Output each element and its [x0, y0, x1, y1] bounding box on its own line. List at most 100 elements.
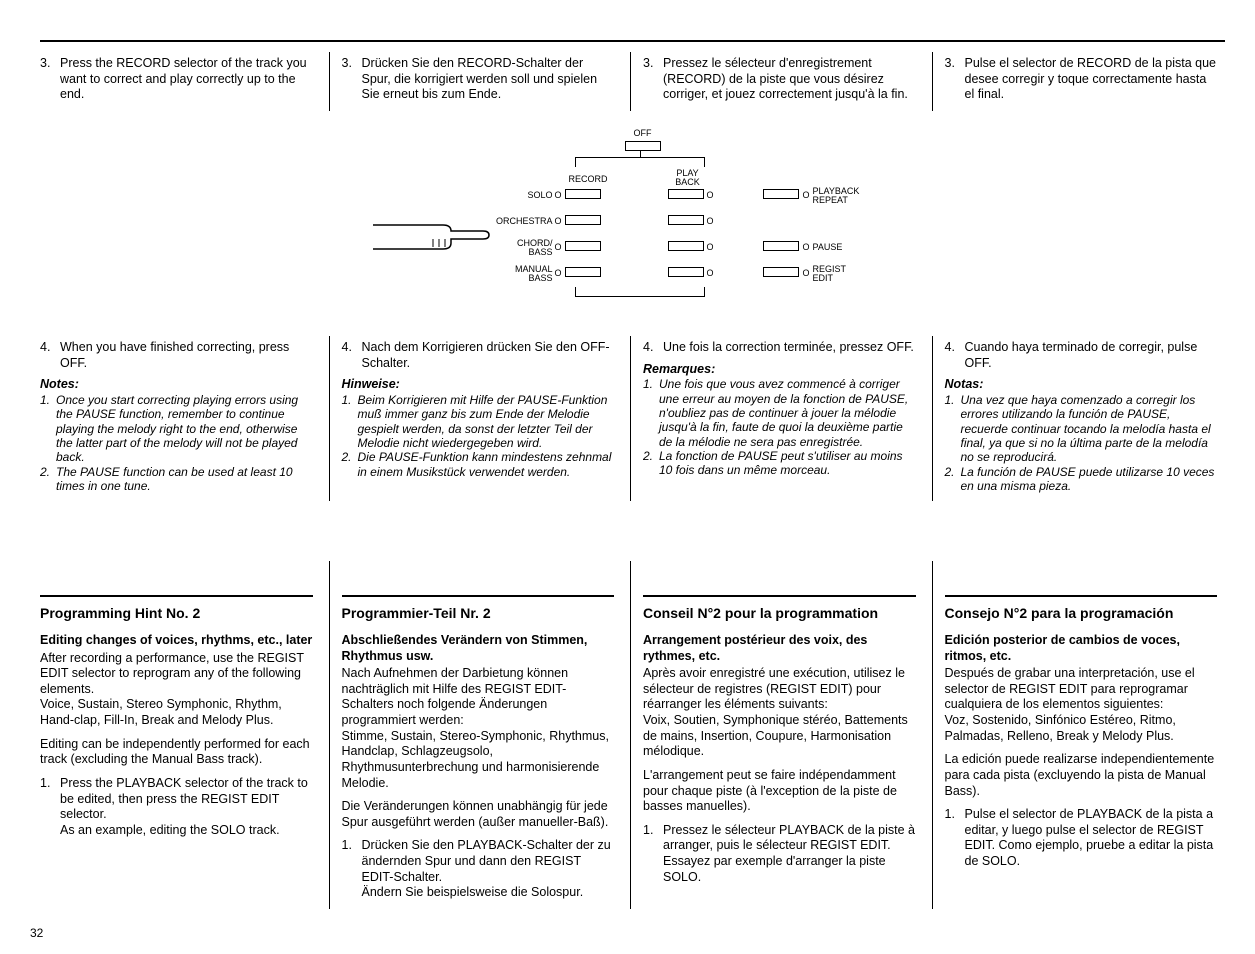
- led-dot: O: [555, 217, 562, 226]
- note-num: 2.: [945, 465, 957, 494]
- led-dot: O: [707, 243, 714, 252]
- row-label: SOLO: [503, 191, 553, 200]
- step-text: Pressez le sélecteur d'enregistrement (R…: [663, 56, 916, 103]
- step-num: 3.: [643, 56, 657, 103]
- note-num: 2.: [40, 465, 52, 494]
- hint-subtitle: Arrangement postérieur des voix, des ryt…: [643, 633, 916, 664]
- step-num: 1.: [40, 776, 54, 839]
- hint-para: Después de grabar una interpretación, us…: [945, 666, 1218, 744]
- playback-button: [668, 241, 704, 251]
- panel-diagram: OFF RECORD PLAY BACK SOLO O O ORCHESTRA …: [373, 129, 893, 314]
- led-dot: O: [707, 191, 714, 200]
- step-num: 1.: [342, 838, 356, 901]
- led-dot: O: [803, 243, 810, 252]
- playback-button: [668, 267, 704, 277]
- step-num: 3.: [40, 56, 54, 103]
- col-de: 3.Drücken Sie den RECORD-Schalter der Sp…: [329, 52, 623, 111]
- step-num: 4.: [643, 340, 657, 356]
- pointing-finger-icon: [373, 217, 491, 251]
- led-dot: O: [555, 269, 562, 278]
- record-button: [565, 241, 601, 251]
- step-num: 4.: [40, 340, 54, 371]
- step-num: 1.: [945, 807, 959, 870]
- step-num: 1.: [643, 823, 657, 886]
- hint-title: Programmier-Teil Nr. 2: [342, 605, 615, 623]
- notes-heading: Remarques:: [643, 362, 916, 378]
- note-num: 2.: [643, 449, 655, 478]
- off-button: [625, 141, 661, 151]
- step-text: When you have finished correcting, press…: [60, 340, 313, 371]
- hint-rule: [643, 595, 916, 597]
- step3-row: 3.Press the RECORD selector of the track…: [40, 52, 1225, 111]
- side-label: PLAYBACK REPEAT: [813, 187, 860, 205]
- hint-para: La edición puede realizarse independient…: [945, 752, 1218, 799]
- record-button: [565, 267, 601, 277]
- playback-button: [668, 215, 704, 225]
- note-text: La función de PAUSE puede utilizarse 10 …: [961, 465, 1218, 494]
- hint-rule: [945, 595, 1218, 597]
- col-en: 3.Press the RECORD selector of the track…: [40, 52, 321, 111]
- playback-button: [668, 189, 704, 199]
- hint-col-de: Programmier-Teil Nr. 2 Abschließendes Ve…: [329, 561, 623, 909]
- record-button: [565, 215, 601, 225]
- step-text: Pulse el selector de RECORD de la pista …: [965, 56, 1218, 103]
- bracket-top: [575, 157, 705, 167]
- led-dot: O: [803, 269, 810, 278]
- hint-col-fr: Conseil N°2 pour la programmation Arrang…: [630, 561, 924, 909]
- step-text: Press the RECORD selector of the track y…: [60, 56, 313, 103]
- notes-heading: Hinweise:: [342, 377, 615, 393]
- hints-row: Programming Hint No. 2 Editing changes o…: [40, 561, 1225, 909]
- step-num: 3.: [342, 56, 356, 103]
- step-text: Pressez le sélecteur PLAYBACK de la pist…: [663, 823, 916, 886]
- led-dot: O: [555, 243, 562, 252]
- note-text: La fonction de PAUSE peut s'utiliser au …: [659, 449, 916, 478]
- bracket-bottom: [575, 287, 705, 297]
- col-fr: 4. Une fois la correction terminée, press…: [630, 336, 924, 502]
- page-top-rule: [40, 40, 1225, 42]
- led-dot: O: [707, 269, 714, 278]
- step-text: Drücken Sie den RECORD-Schalter der Spur…: [362, 56, 615, 103]
- step-text: Cuando haya terminado de corregir, pulse…: [965, 340, 1218, 371]
- step-num: 4.: [342, 340, 356, 371]
- hint-rule: [342, 595, 615, 597]
- page-number: 32: [30, 926, 43, 940]
- col-fr: 3.Pressez le sélecteur d'enregistrement …: [630, 52, 924, 111]
- side-button: [763, 241, 799, 251]
- col-es: 3.Pulse el selector de RECORD de la pist…: [932, 52, 1226, 111]
- note-text: The PAUSE function can be used at least …: [56, 465, 313, 494]
- hint-para: Editing can be independently performed f…: [40, 737, 313, 768]
- col-en: 4.When you have finished correcting, pre…: [40, 336, 321, 502]
- step4-row: 4.When you have finished correcting, pre…: [40, 336, 1225, 502]
- hint-subtitle: Edición posterior de cambios de voces, r…: [945, 633, 1218, 664]
- label-off: OFF: [628, 129, 658, 138]
- hint-title: Consejo N°2 para la programación: [945, 605, 1218, 623]
- step-text: Une fois la correction terminée, pressez…: [663, 340, 914, 356]
- side-button: [763, 267, 799, 277]
- note-num: 2.: [342, 450, 354, 479]
- note-num: 1.: [945, 393, 957, 465]
- label-record: RECORD: [558, 175, 608, 184]
- side-label: REGIST EDIT: [813, 265, 847, 283]
- col-de: 4.Nach dem Korrigieren drücken Sie den O…: [329, 336, 623, 502]
- hint-para: Die Veränderungen können unabhängig für …: [342, 799, 615, 830]
- note-text: Une fois que vous avez commencé à corrig…: [659, 377, 916, 449]
- step-num: 4.: [945, 340, 959, 371]
- note-num: 1.: [40, 393, 52, 465]
- hint-para: Nach Aufnehmen der Darbietung können nac…: [342, 666, 615, 791]
- note-num: 1.: [342, 393, 354, 451]
- label-playback: PLAY BACK: [668, 169, 708, 187]
- hint-para: L'arrangement peut se faire indépendamme…: [643, 768, 916, 815]
- row-label: ORCHESTRA: [483, 217, 553, 226]
- step-text: Drücken Sie den PLAYBACK-Schalter der zu…: [362, 838, 615, 901]
- row-label: MANUAL BASS: [493, 265, 553, 283]
- bracket-stem: [640, 151, 641, 157]
- panel-diagram-wrap: OFF RECORD PLAY BACK SOLO O O ORCHESTRA …: [40, 129, 1225, 314]
- notes-heading: Notas:: [945, 377, 1218, 393]
- col-es: 4.Cuando haya terminado de corregir, pul…: [932, 336, 1226, 502]
- hint-subtitle: Editing changes of voices, rhythms, etc.…: [40, 633, 313, 649]
- hint-para: After recording a performance, use the R…: [40, 651, 313, 729]
- note-text: Una vez que haya comenzado a corregir lo…: [961, 393, 1218, 465]
- note-text: Once you start correcting playing errors…: [56, 393, 313, 465]
- step-text: Nach dem Korrigieren drücken Sie den OFF…: [362, 340, 615, 371]
- note-text: Beim Korrigieren mit Hilfe der PAUSE-Fun…: [358, 393, 615, 451]
